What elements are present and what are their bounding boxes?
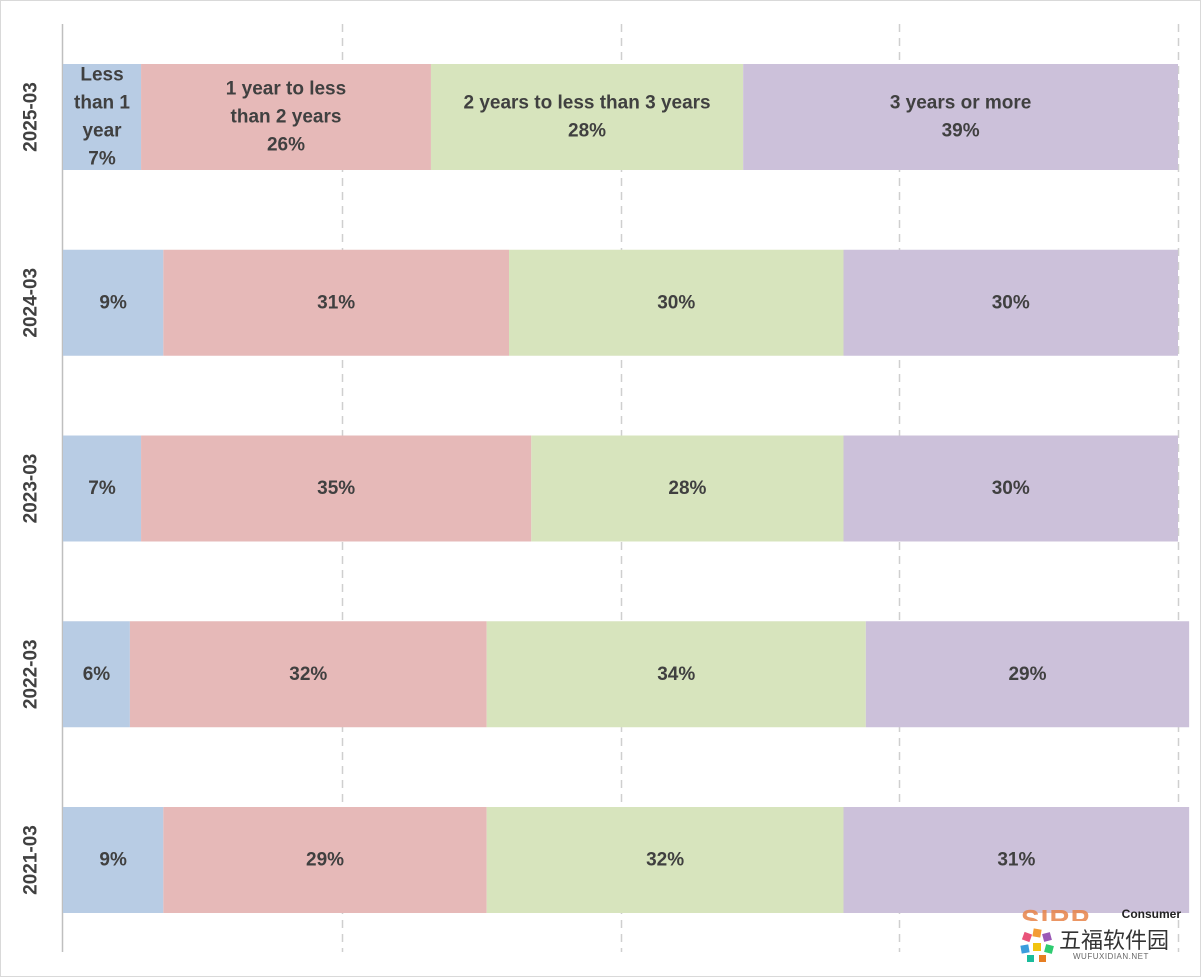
bar-2023-03-series-1 (63, 435, 142, 542)
series-name-label-2025-03-series-1: Less (80, 65, 123, 86)
bar-2024-03-series-3 (509, 249, 844, 356)
data-label-2023-03-series-1: 7% (88, 478, 116, 499)
data-label-2024-03-series-2: 31% (317, 292, 355, 313)
category-label-2022-03: 2022-03 (21, 639, 42, 709)
data-label-2022-03-series-3: 34% (657, 664, 695, 685)
data-label-2021-03-series-3: 32% (646, 850, 684, 871)
bar-2024-03-series-1 (63, 249, 164, 356)
data-label-2025-03-series-4: 39% (942, 121, 980, 142)
bar-2024-03-series-2 (163, 249, 509, 356)
series-name-label-2025-03-series-1: than 1 (74, 93, 130, 114)
watermark-tag: Consumer (1121, 907, 1181, 921)
bar-2025-03-series-2 (141, 64, 431, 170)
data-labels: Less than 1 year 7% 1 year to less than 2 yea… (74, 65, 1047, 871)
bar-2025-03-series-1 (63, 64, 142, 170)
bar-2022-03-series-1 (63, 621, 130, 728)
bar-2022-03-series-3 (486, 621, 866, 728)
series-name-label-2025-03-series-3: 2 years to less than 3 years (463, 93, 710, 114)
bar-2021-03-series-2 (163, 807, 487, 913)
data-label-2021-03-series-2: 29% (306, 850, 344, 871)
bar-2022-03-series-2 (129, 621, 487, 728)
data-label-2025-03-series-1: 7% (88, 149, 116, 170)
category-label-2025-03: 2025-03 (21, 82, 42, 152)
data-label-2022-03-series-4: 29% (1008, 664, 1046, 685)
bar-2021-03-series-1 (63, 807, 164, 913)
series-name-label-2025-03-series-4: 3 years or more (890, 93, 1032, 114)
watermark-site-name: 五福软件园 (1059, 929, 1170, 954)
data-label-2024-03-series-4: 30% (992, 292, 1030, 313)
data-label-2022-03-series-1: 6% (83, 664, 111, 685)
bar-2022-03-series-4 (865, 621, 1190, 728)
data-label-2022-03-series-2: 32% (289, 664, 327, 685)
series-name-label-2025-03-series-2: than 2 years (231, 107, 342, 128)
bar-2025-03-series-3 (430, 64, 744, 170)
bar-2021-03-series-4 (843, 807, 1190, 913)
watermark-brand: SIRP (1021, 907, 1090, 921)
logo-icon (1020, 928, 1054, 962)
data-label-2023-03-series-2: 35% (317, 478, 355, 499)
data-label-2021-03-series-4: 31% (997, 850, 1035, 871)
bar-2023-03-series-4 (843, 435, 1178, 542)
category-label-2024-03: 2024-03 (21, 268, 42, 338)
data-label-2023-03-series-3: 28% (668, 478, 706, 499)
category-label-2023-03: 2023-03 (21, 454, 42, 524)
data-label-2024-03-series-3: 30% (657, 292, 695, 313)
category-axis-labels: 2025-03 2024-03 2023-03 2022-03 2021-03 (21, 82, 42, 895)
data-label-2023-03-series-4: 30% (992, 478, 1030, 499)
watermark-site-url: WUFUXIDIAN.NET (1073, 952, 1149, 961)
bar-2021-03-series-3 (486, 807, 844, 913)
data-label-2021-03-series-1: 9% (99, 850, 127, 871)
data-label-2024-03-series-1: 9% (99, 292, 127, 313)
bar-2023-03-series-3 (531, 435, 844, 542)
data-label-2025-03-series-2: 26% (267, 135, 305, 156)
series-name-label-2025-03-series-2: 1 year to less (226, 79, 346, 100)
category-label-2021-03: 2021-03 (21, 825, 42, 895)
series-name-label-2025-03-series-1: year (82, 121, 122, 142)
bar-2024-03-series-4 (843, 249, 1178, 356)
bar-2023-03-series-2 (141, 435, 532, 542)
bars (63, 64, 1190, 913)
bar-2025-03-series-4 (743, 64, 1178, 170)
watermark: SIRP Consumer 五福软件园 WUFUXIDIAN.NET (1017, 907, 1187, 969)
data-label-2025-03-series-3: 28% (568, 121, 606, 142)
